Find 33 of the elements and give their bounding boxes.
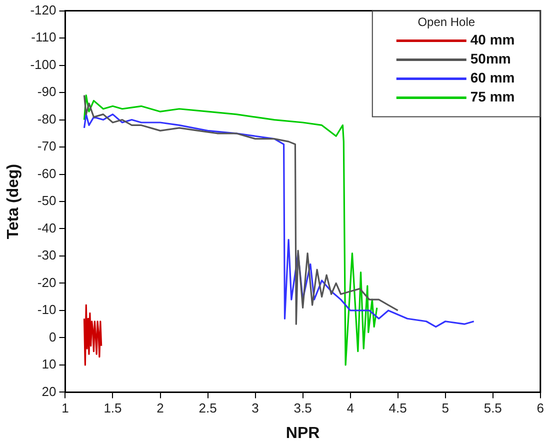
x-tick-label: 1.5 [104, 400, 122, 416]
x-tick-label: 4 [346, 400, 354, 416]
y-tick-label: -50 [37, 193, 56, 208]
x-tick-label: 4.5 [388, 400, 407, 416]
legend-label: 40 mm [470, 32, 515, 48]
x-axis-title: NPR [286, 424, 320, 442]
legend-label: 60 mm [470, 70, 515, 86]
y-tick-label: -30 [37, 248, 56, 263]
y-tick-label: -20 [37, 274, 56, 290]
y-tick-label: -80 [37, 111, 56, 126]
y-tick-label: -60 [37, 166, 56, 181]
y-tick-label: -100 [30, 56, 56, 72]
x-tick-label: 1 [62, 400, 69, 416]
x-tick-label: 2.5 [198, 400, 217, 416]
y-tick-label: -70 [37, 138, 56, 154]
y-tick-label: 10 [42, 356, 56, 372]
y-tick-label: 0 [48, 329, 56, 344]
y-axis-title: Teta (deg) [5, 164, 22, 240]
y-tick-label: 20 [42, 384, 56, 399]
x-tick-label: 2 [156, 400, 164, 416]
x-tick-label: 5 [442, 400, 449, 416]
y-tick-label: -110 [31, 30, 56, 45]
x-tick-label: 3.5 [294, 400, 312, 416]
legend-title: Open Hole [418, 15, 476, 30]
x-tick-label: 3 [252, 400, 259, 416]
legend-label: 75 mm [470, 88, 515, 105]
y-tick-label: -10 [37, 302, 56, 318]
x-tick-label: 5.5 [484, 400, 502, 416]
y-tick-label: -120 [30, 2, 56, 18]
y-tick-label: -90 [37, 84, 56, 100]
legend-label: 50mm [470, 50, 511, 67]
y-tick-label: -40 [37, 220, 56, 236]
x-tick-label: 6 [536, 400, 544, 416]
